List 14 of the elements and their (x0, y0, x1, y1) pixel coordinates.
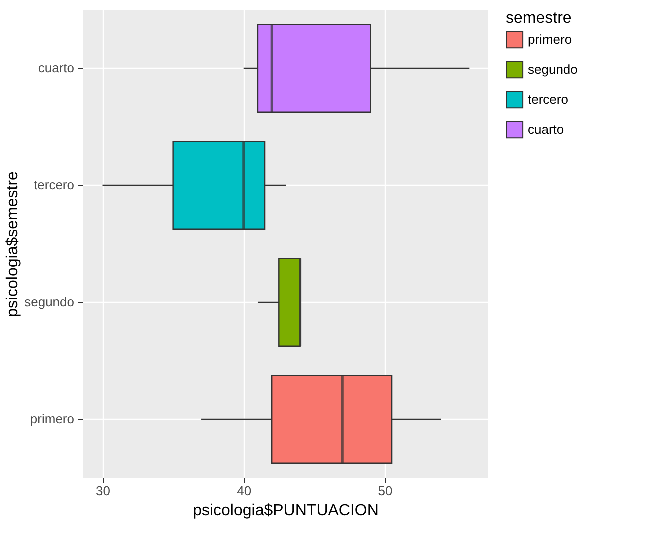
legend-title: semestre (506, 10, 572, 27)
y-tick-label: segundo (24, 294, 74, 310)
legend-label: cuarto (528, 122, 564, 137)
y-axis-title: psicologia$semestre (4, 171, 22, 318)
legend-label: segundo (528, 62, 578, 77)
legend-label: primero (528, 32, 572, 47)
x-axis-title: psicologia$PUNTUACION (193, 502, 379, 520)
x-tick-label: 30 (96, 484, 110, 498)
y-tick-label: primero (30, 412, 74, 426)
y-tick-label: tercero (34, 178, 74, 192)
legend-label: tercero (528, 92, 568, 107)
x-tick-label: 40 (237, 484, 252, 498)
y-tick-label: cuarto (38, 60, 74, 76)
x-tick-label: 50 (378, 484, 393, 498)
